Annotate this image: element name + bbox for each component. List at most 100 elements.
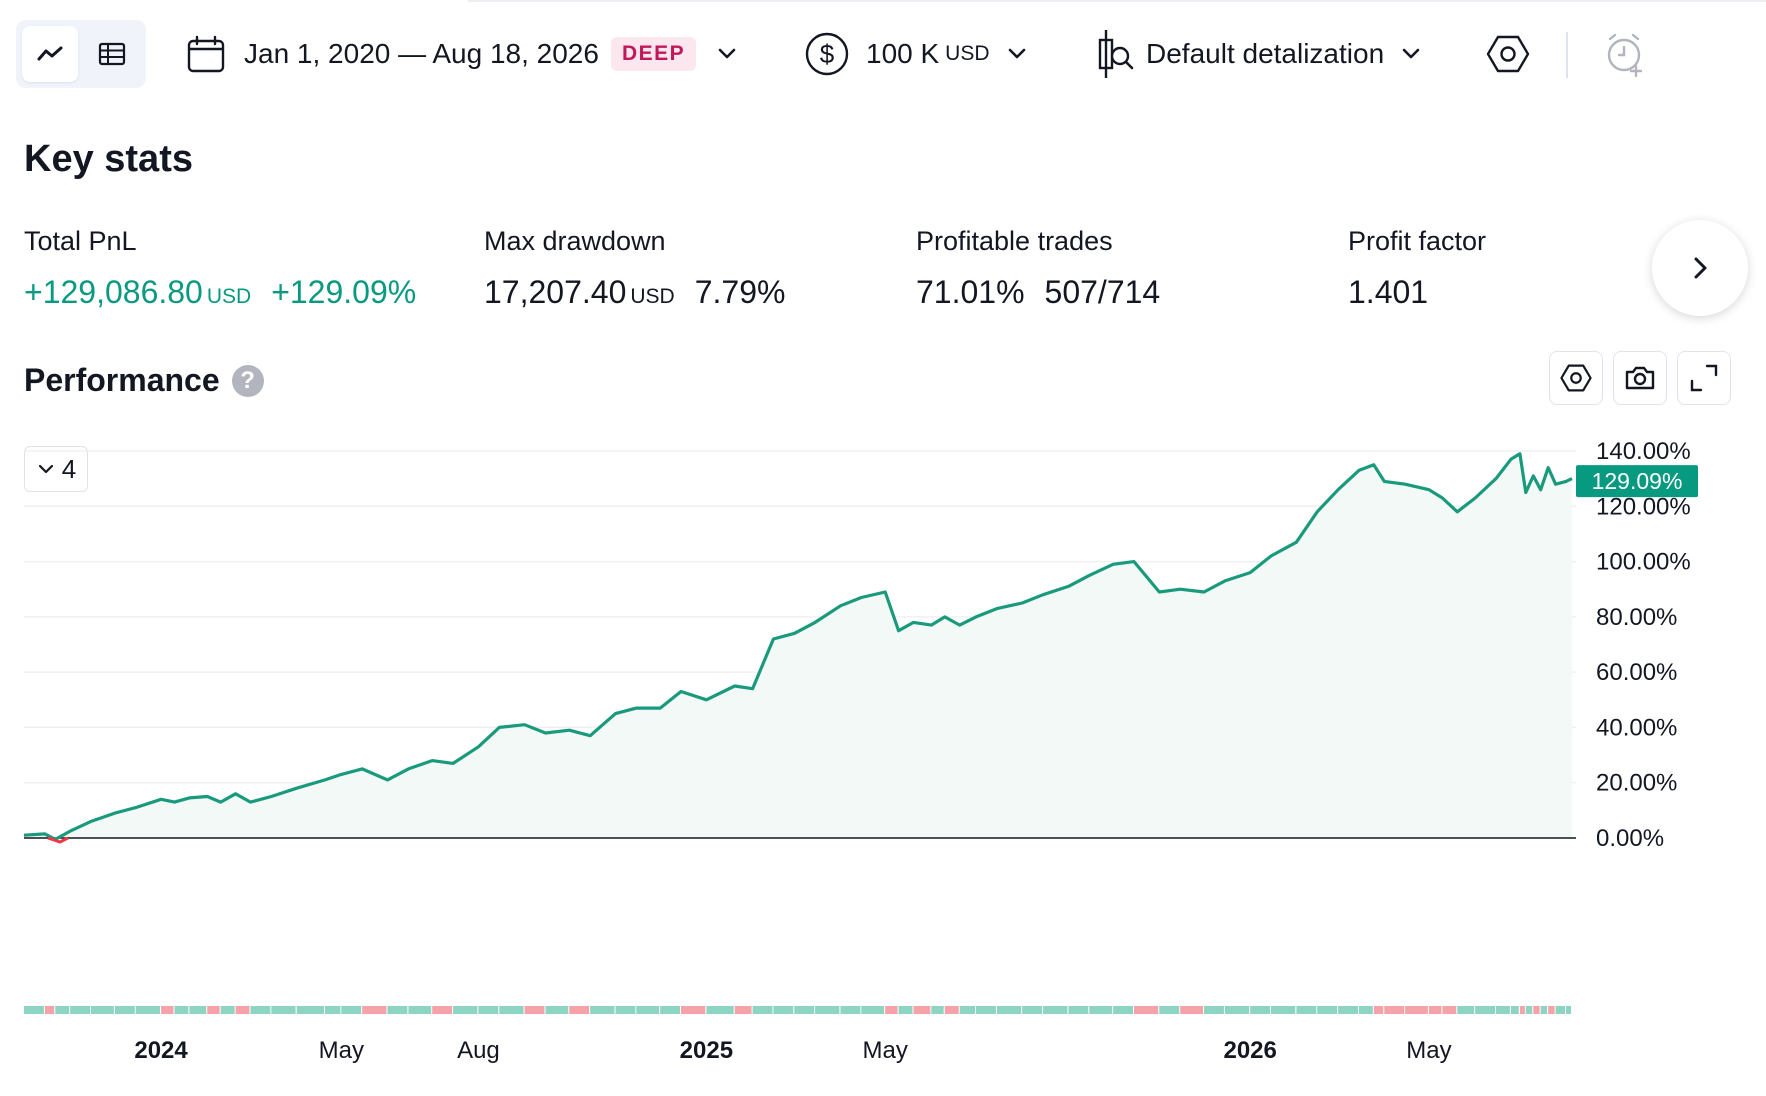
trade-result-block	[91, 1006, 114, 1014]
trade-result-block	[1159, 1006, 1180, 1014]
trade-result-block	[325, 1006, 341, 1014]
capital-selector[interactable]: $ 100 K USD	[804, 26, 1030, 82]
trade-result-block	[220, 1006, 235, 1014]
trade-result-block	[161, 1006, 174, 1014]
trade-result-block	[660, 1006, 681, 1014]
y-tick-label: 140.00%	[1596, 438, 1691, 465]
trade-result-block	[1250, 1006, 1271, 1014]
trade-result-block	[636, 1006, 660, 1014]
trade-result-block	[773, 1006, 794, 1014]
profit-factor-label: Profit factor	[1348, 226, 1487, 256]
detalization-selector[interactable]: Default detalization	[1096, 26, 1424, 82]
chevron-down-icon	[38, 464, 53, 474]
trade-result-block	[615, 1006, 636, 1014]
date-range-selector[interactable]: Jan 1, 2020 — Aug 18, 2026 DEEP	[186, 26, 740, 82]
camera-icon	[1625, 366, 1655, 390]
profitable-trades-values: 71.01% 507/714	[916, 274, 1160, 311]
toolbar-divider	[1566, 32, 1568, 78]
y-tick-label: 0.00%	[1596, 825, 1664, 852]
trade-result-block	[913, 1006, 931, 1014]
legend-toggle[interactable]: 4	[24, 446, 88, 492]
settings-button[interactable]	[1486, 26, 1530, 82]
trade-result-block	[569, 1006, 590, 1014]
trade-result-block	[1566, 1006, 1571, 1014]
settings-hex-icon	[1486, 35, 1530, 73]
trade-result-block	[1180, 1006, 1203, 1014]
trade-result-block	[478, 1006, 499, 1014]
total-pnl-values: +129,086.80 USD +129.09%	[24, 274, 416, 311]
toolbar-top-border	[468, 0, 1766, 2]
max-drawdown-stat: Max drawdown 17,207.40 USD 7.79%	[484, 226, 785, 311]
legend-count: 4	[61, 453, 77, 484]
trade-result-block	[590, 1006, 615, 1014]
trade-result-block	[1540, 1006, 1548, 1014]
trade-result-block	[545, 1006, 569, 1014]
trade-result-block	[1525, 1006, 1533, 1014]
max-drawdown-unit: USD	[630, 285, 675, 308]
total-pnl-percent: +129.09%	[271, 274, 417, 310]
total-pnl-label: Total PnL	[24, 226, 137, 256]
fullscreen-button[interactable]	[1677, 351, 1731, 405]
trade-result-strip	[24, 1006, 1571, 1014]
alarm-add-icon	[1607, 33, 1643, 78]
total-pnl-unit: USD	[206, 285, 252, 308]
trade-result-block	[1089, 1006, 1113, 1014]
trade-result-block	[959, 1006, 976, 1014]
trade-result-block	[1457, 1006, 1475, 1014]
y-tick-label: 80.00%	[1596, 604, 1677, 631]
profitable-trades-ratio: 507/714	[1044, 274, 1161, 310]
trade-result-block	[174, 1006, 189, 1014]
trade-result-block	[976, 1006, 996, 1014]
trade-result-block	[1475, 1006, 1496, 1014]
trade-result-block	[1555, 1006, 1565, 1014]
trade-result-block	[1296, 1006, 1317, 1014]
last-value-badge	[1576, 465, 1698, 498]
calendar-icon	[187, 35, 225, 73]
add-alert-button[interactable]	[1604, 26, 1648, 82]
x-tick-label: 2024	[134, 1037, 188, 1064]
line-chart-icon	[37, 46, 63, 61]
trade-result-block	[135, 1006, 160, 1014]
trade-result-block	[1405, 1006, 1428, 1014]
chart-view-button[interactable]	[22, 26, 78, 82]
trade-result-block	[250, 1006, 271, 1014]
profitable-trades-percent: 71.01%	[916, 274, 1025, 310]
x-tick-label: May	[319, 1037, 364, 1064]
chevron-right-icon	[1694, 257, 1707, 279]
trade-result-block	[341, 1006, 362, 1014]
y-tick-label: 120.00%	[1596, 493, 1691, 520]
screenshot-button[interactable]	[1613, 351, 1667, 405]
trade-result-block	[1510, 1006, 1519, 1014]
help-icon[interactable]: ?	[231, 364, 264, 397]
view-toggle	[16, 20, 146, 88]
table-view-button[interactable]	[84, 26, 140, 82]
trade-result-block	[189, 1006, 207, 1014]
trade-result-block	[1022, 1006, 1043, 1014]
last-value-label: 129.09%	[1592, 468, 1683, 494]
date-range-label: Jan 1, 2020 — Aug 18, 2026	[244, 38, 599, 69]
drawdown-segment	[47, 836, 69, 844]
next-stats-button[interactable]	[1652, 220, 1748, 316]
table-icon	[98, 42, 126, 66]
trade-result-block	[408, 1006, 432, 1014]
profit-factor-stat: Profit factor 1.401	[1348, 226, 1486, 311]
max-drawdown-label: Max drawdown	[484, 226, 666, 256]
key-stats-title: Key stats	[24, 138, 193, 180]
trade-result-block	[1317, 1006, 1338, 1014]
chart-settings-button[interactable]	[1549, 351, 1603, 405]
candle-search-icon	[1098, 30, 1134, 78]
y-tick-label: 100.00%	[1596, 549, 1691, 576]
max-drawdown-values: 17,207.40 USD 7.79%	[484, 274, 785, 311]
trade-result-block	[681, 1006, 706, 1014]
x-tick-label: Aug	[457, 1037, 500, 1064]
performance-chart[interactable]: 140.00%120.00%100.00%80.00%60.00%40.00%2…	[0, 430, 1766, 1096]
trade-result-block	[432, 1006, 453, 1014]
trade-result-block	[70, 1006, 91, 1014]
detalization-label: Default detalization	[1146, 38, 1385, 69]
y-axis: 140.00% 120.00% 100.00% 80.00% 60.00% 40.00% 2…	[1596, 438, 1691, 852]
y-tick-label: 20.00%	[1596, 770, 1677, 797]
trade-result-block	[524, 1006, 545, 1014]
deep-badge: DEEP	[610, 37, 697, 71]
trade-result-block	[235, 1006, 250, 1014]
capital-unit: USD	[945, 42, 990, 65]
